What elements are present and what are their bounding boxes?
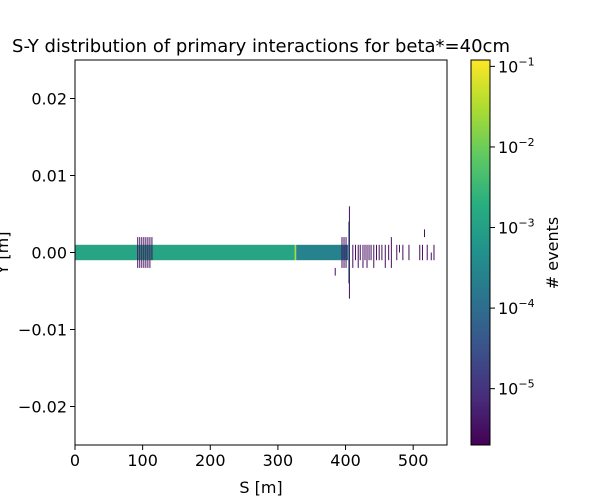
- x-tick-label: 0: [70, 451, 80, 470]
- heatmap-cell: [139, 237, 141, 268]
- heatmap-cell: [151, 237, 153, 261]
- heatmap-cell: [345, 237, 347, 268]
- heatmap-cell: [137, 237, 139, 268]
- heatmap-cell: [143, 237, 145, 268]
- heatmap-cell: [373, 244, 375, 268]
- heatmap-cell: [375, 244, 377, 261]
- heatmap-cell: [343, 237, 345, 268]
- y-tick-label: 0.01: [31, 167, 67, 186]
- heatmap-cell: [402, 244, 404, 261]
- colorbar-tick-label: 10−5: [498, 378, 535, 399]
- heatmap-cell: [390, 237, 392, 268]
- heatmap-cell: [424, 229, 426, 238]
- heatmap-cell: [430, 252, 432, 261]
- heatmap-cell: [357, 244, 359, 268]
- colorbar-label: # events: [543, 217, 562, 289]
- colorbar-tick-label: 10−2: [498, 136, 535, 157]
- y-tick-label: 0.02: [31, 90, 67, 109]
- heatmap-cell: [381, 244, 383, 261]
- y-tick-label: 0.00: [31, 244, 67, 263]
- x-tick-label: 300: [263, 451, 294, 470]
- heatmap-cell: [388, 244, 390, 261]
- heatmap-cell: [378, 244, 380, 261]
- heatmap-cell: [364, 244, 366, 261]
- heatmap-cell: [75, 244, 295, 261]
- heatmap-cell: [421, 244, 423, 261]
- heatmap-cell: [366, 244, 368, 268]
- heatmap-cell: [294, 244, 297, 261]
- x-tick-label: 500: [398, 451, 429, 470]
- heatmap-cell: [145, 237, 147, 268]
- heatmap-cell: [398, 244, 400, 253]
- heatmap-cell: [396, 244, 398, 261]
- heatmap-cell: [352, 244, 354, 268]
- heatmap-cell: [384, 244, 386, 268]
- x-tick-label: 200: [195, 451, 226, 470]
- y-tick-label: −0.02: [18, 398, 67, 417]
- colorbar: [470, 59, 491, 446]
- heatmap-cell: [341, 237, 343, 268]
- heatmap-cell: [147, 237, 149, 268]
- y-tick-label: −0.01: [18, 321, 67, 340]
- heatmap-cell: [141, 237, 143, 268]
- x-tick-label: 400: [330, 451, 361, 470]
- colorbar-tick-label: 10−4: [498, 297, 535, 318]
- heatmap-cell: [334, 267, 336, 276]
- heatmap-cell: [348, 206, 350, 299]
- heatmap-cell: [368, 244, 370, 261]
- heatmap-cell: [359, 244, 361, 261]
- x-axis-ticks: 0 100 200 300 400 500: [70, 445, 429, 470]
- heatmap-cell: [426, 244, 428, 261]
- heatmap-cell: [419, 244, 421, 261]
- colorbar-tick-label: 10−3: [498, 217, 535, 238]
- x-axis-label: S [m]: [239, 478, 282, 497]
- heatmap-cell: [149, 237, 151, 268]
- chart-title: S-Y distribution of primary interactions…: [12, 36, 510, 57]
- y-axis-ticks: 0.02 0.01 0.00 −0.01 −0.02: [18, 90, 75, 417]
- heatmap-cell: [362, 244, 364, 268]
- heatmap-cell: [433, 244, 435, 261]
- colorbar-tick-label: 10−1: [498, 55, 535, 76]
- heatmap-cells: [75, 206, 435, 299]
- y-axis-label: Y [m]: [0, 232, 12, 276]
- heatmap-cell: [408, 244, 410, 261]
- colorbar-ticks: 10−1 10−2 10−3 10−4 10−5: [490, 55, 535, 399]
- heatmap-cell: [296, 244, 345, 261]
- heatmap-cell: [370, 244, 372, 261]
- x-tick-label: 100: [127, 451, 158, 470]
- heatmap-cell: [355, 244, 357, 261]
